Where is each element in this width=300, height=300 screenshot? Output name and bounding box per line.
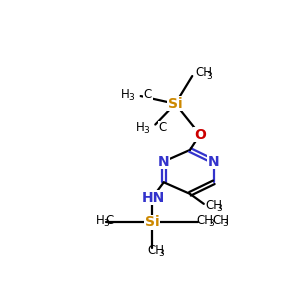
Text: N: N [158, 154, 170, 169]
Text: HN: HN [142, 191, 165, 205]
Text: Si: Si [145, 215, 160, 229]
Text: 3: 3 [158, 249, 164, 258]
Text: CH: CH [148, 244, 165, 257]
Text: H: H [96, 214, 104, 227]
Text: 3: 3 [208, 219, 214, 228]
Text: 3: 3 [143, 126, 149, 135]
Text: O: O [194, 128, 206, 142]
Text: H: H [121, 88, 130, 101]
Text: C: C [158, 121, 166, 134]
Text: 3: 3 [103, 219, 109, 228]
Text: C: C [144, 88, 152, 101]
Text: Si: Si [168, 97, 183, 111]
Text: N: N [208, 154, 220, 169]
Text: CH: CH [205, 199, 222, 212]
Text: CH: CH [212, 214, 229, 227]
Text: 3: 3 [129, 93, 134, 102]
Text: 3: 3 [222, 219, 228, 228]
Text: H: H [136, 121, 145, 134]
Text: CH: CH [195, 67, 212, 80]
Text: 3: 3 [216, 204, 222, 213]
Text: 3: 3 [206, 72, 212, 81]
Text: CH: CH [197, 214, 214, 227]
Text: C: C [106, 214, 114, 227]
